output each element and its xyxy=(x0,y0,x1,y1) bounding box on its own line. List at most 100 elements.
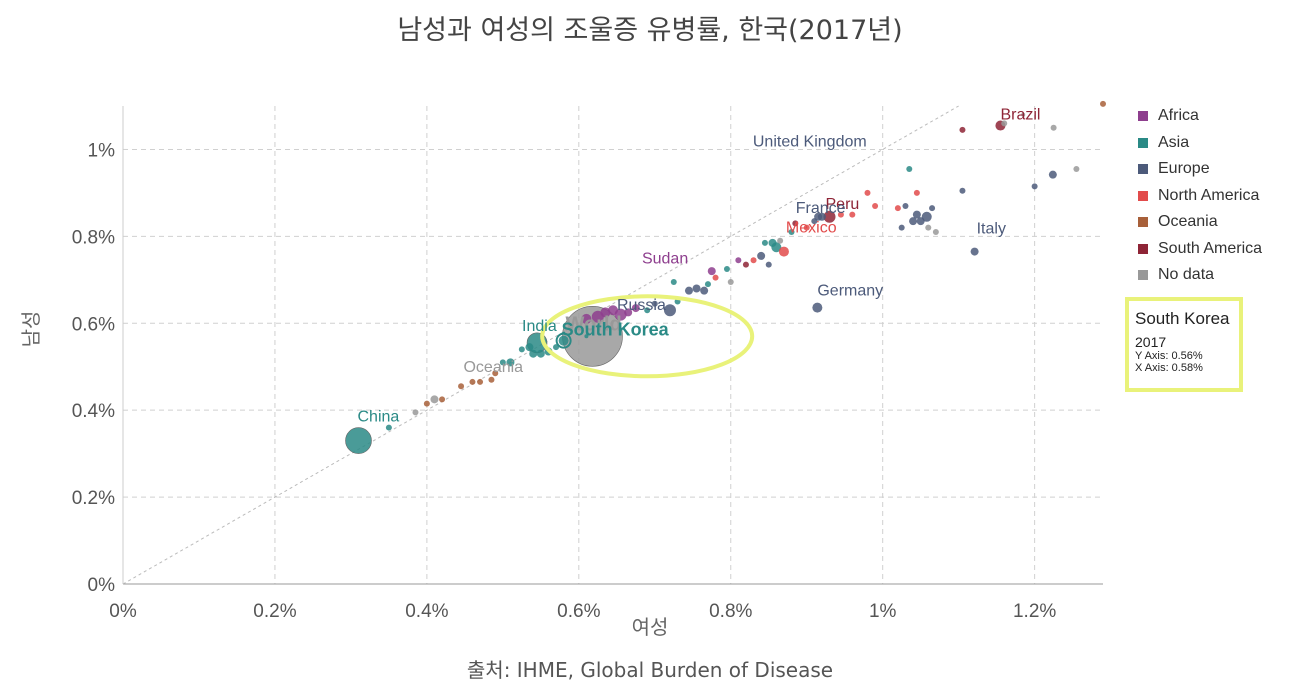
tooltip: South Korea 2017 Y Axis: 0.56% X Axis: 0… xyxy=(1125,297,1243,392)
data-point xyxy=(525,343,534,352)
data-point xyxy=(1001,120,1008,127)
legend-item[interactable]: Europe xyxy=(1138,156,1262,183)
tick-labels: 0% 0.2% 0.4% 0.6% 0.8% 1% 1.2% 0% 0.2% 0.4% 0.6% 0.… xyxy=(72,140,1057,622)
chart-title: 남성과 여성의 조울증 유병률, 한국(2017년) xyxy=(397,15,903,46)
highlight-ellipse xyxy=(540,294,755,379)
data-point xyxy=(761,239,768,246)
highlight-point-ring xyxy=(555,332,572,349)
data-point xyxy=(345,427,372,454)
data-point xyxy=(912,210,921,219)
legend-swatch xyxy=(1138,243,1148,254)
data-point xyxy=(624,308,633,317)
data-point xyxy=(477,378,484,385)
data-point xyxy=(777,237,784,244)
legend-swatch xyxy=(1138,217,1148,228)
tooltip-title: South Korea xyxy=(1135,309,1230,328)
point-label: Oceania xyxy=(463,359,523,376)
x-axis-label: 여성 xyxy=(632,615,669,639)
data-point xyxy=(581,313,592,324)
data-point xyxy=(792,220,799,227)
data-point xyxy=(670,278,677,285)
data-point xyxy=(430,395,439,404)
data-point xyxy=(916,217,925,226)
data-point xyxy=(959,187,966,194)
data-point xyxy=(1021,112,1026,117)
data-point xyxy=(1073,166,1080,173)
point-label: France xyxy=(796,200,846,217)
data-point xyxy=(663,304,676,317)
data-point xyxy=(803,224,810,231)
y-tick-label: 0.4% xyxy=(72,401,115,422)
data-point xyxy=(608,305,618,316)
data-point xyxy=(727,278,734,285)
y-tick-label: 0.8% xyxy=(72,227,115,248)
legend-swatch xyxy=(1138,270,1148,281)
legend-item[interactable]: Oceania xyxy=(1138,209,1262,236)
data-point xyxy=(712,274,719,281)
data-point xyxy=(921,211,932,222)
data-point xyxy=(959,126,966,133)
data-point xyxy=(631,304,640,313)
point-label: United Kingdom xyxy=(753,134,867,151)
data-point xyxy=(872,202,879,209)
data-points xyxy=(345,100,1106,454)
data-point xyxy=(488,376,495,383)
y-tick-label: 0.6% xyxy=(72,314,115,335)
point-label: South Korea xyxy=(562,320,670,340)
x-tick-label: 0.6% xyxy=(557,601,600,622)
point-label: World xyxy=(565,313,621,335)
data-point xyxy=(817,212,826,221)
legend-item[interactable]: No data xyxy=(1138,262,1262,289)
data-point xyxy=(385,424,392,431)
data-point xyxy=(925,224,932,231)
data-point xyxy=(423,400,430,407)
data-point xyxy=(757,251,766,260)
data-point xyxy=(584,334,589,339)
data-point xyxy=(492,370,499,377)
legend-swatch xyxy=(1138,190,1148,201)
x-tick-label: 0% xyxy=(109,601,137,622)
data-point xyxy=(700,286,709,295)
data-point xyxy=(536,349,545,358)
data-point xyxy=(837,211,844,218)
y-tick-label: 0.2% xyxy=(72,488,115,509)
data-point xyxy=(1031,183,1038,190)
data-point xyxy=(765,261,772,268)
point-label: China xyxy=(358,409,400,426)
data-point xyxy=(684,286,693,295)
legend-item[interactable]: South America xyxy=(1138,236,1262,263)
data-point xyxy=(704,281,711,288)
legend-swatch xyxy=(1138,111,1148,122)
y-axis-label: 남성 xyxy=(19,311,43,348)
data-point xyxy=(894,205,901,212)
data-point xyxy=(558,335,569,346)
legend-label: Asia xyxy=(1158,133,1190,151)
data-point xyxy=(768,238,777,247)
data-point xyxy=(778,246,789,257)
data-point xyxy=(439,396,446,403)
legend-label: South America xyxy=(1158,239,1263,257)
data-point xyxy=(644,307,651,314)
legend-item[interactable]: North America xyxy=(1138,183,1262,210)
data-point xyxy=(898,224,905,231)
point-label: Germany xyxy=(817,283,883,300)
data-point xyxy=(913,189,920,196)
data-point xyxy=(469,378,476,385)
tooltip-x-value: X Axis: 0.58% xyxy=(1135,362,1203,374)
data-point xyxy=(506,358,515,367)
data-point xyxy=(1048,170,1057,179)
data-point xyxy=(906,166,913,173)
data-point xyxy=(723,265,730,272)
x-tick-label: 1% xyxy=(869,601,897,622)
data-point xyxy=(750,257,757,264)
data-point xyxy=(811,218,818,225)
y-tick-label: 0% xyxy=(88,575,116,596)
data-point xyxy=(735,257,742,264)
legend-item[interactable]: Africa xyxy=(1138,103,1262,130)
data-point xyxy=(412,409,419,416)
legend-swatch xyxy=(1138,164,1148,175)
legend-item[interactable]: Asia xyxy=(1138,130,1262,157)
legend: Africa Asia Europe North America Oceania Sout… xyxy=(1138,103,1262,289)
